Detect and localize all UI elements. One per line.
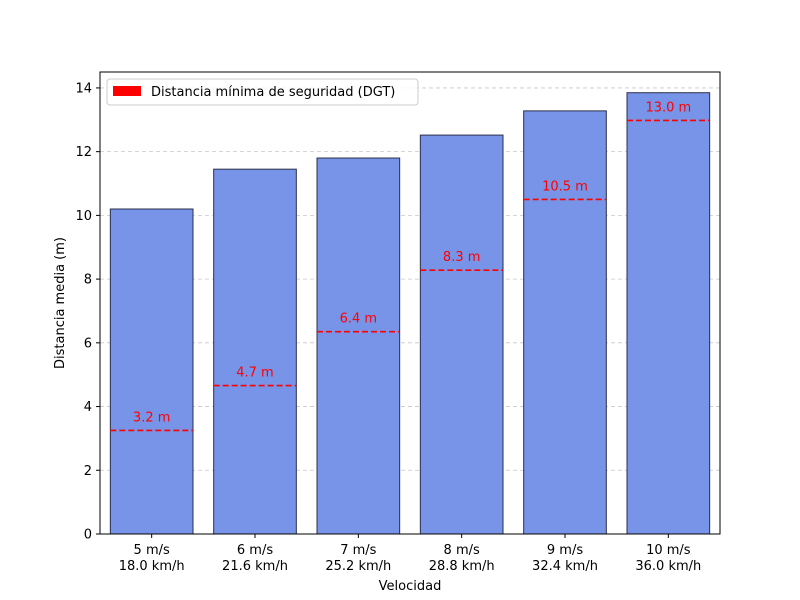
bar xyxy=(213,168,297,535)
x-tick-label: 18.0 km/h xyxy=(119,559,185,574)
x-tick-label: 28.8 km/h xyxy=(429,559,495,574)
y-tick-label: 8 xyxy=(84,273,92,288)
x-tick-label: 7 m/s xyxy=(340,543,376,558)
min-distance-lines: 3.2 m 4.7 m 6.4 m 8.3 m 10.5 m 13.0 m xyxy=(110,100,710,432)
x-tick-label: 9 m/s xyxy=(547,543,583,558)
min-distance-label: 8.3 m xyxy=(443,250,480,265)
y-tick-label: 4 xyxy=(84,400,92,415)
y-tick-label: 2 xyxy=(84,464,92,479)
x-tick-label: 21.6 km/h xyxy=(222,559,288,574)
x-tick-label: 36.0 km/h xyxy=(635,559,701,574)
bars xyxy=(109,92,711,535)
legend: Distancia mínima de seguridad (DGT) xyxy=(106,78,419,106)
x-tick-label: 6 m/s xyxy=(237,543,273,558)
y-tick-label: 10 xyxy=(75,209,92,224)
bar xyxy=(523,110,607,535)
bar xyxy=(316,157,401,535)
x-axis: 5 m/s18.0 km/h 6 m/s21.6 km/h 7 m/s25.2 km… xyxy=(119,534,701,574)
min-distance-label: 10.5 m xyxy=(542,179,588,194)
min-distance-label: 13.0 m xyxy=(645,100,691,115)
min-distance-label: 6.4 m xyxy=(340,312,377,327)
x-tick-label: 25.2 km/h xyxy=(325,559,391,574)
y-tick-label: 14 xyxy=(75,81,92,96)
legend-swatch xyxy=(113,86,141,96)
x-tick-label: 5 m/s xyxy=(134,543,170,558)
y-tick-label: 0 xyxy=(84,528,92,543)
x-tick-label: 10 m/s xyxy=(646,543,691,558)
bar xyxy=(419,134,504,535)
x-tick-label: 32.4 km/h xyxy=(532,559,598,574)
legend-box xyxy=(106,78,419,106)
x-axis-label: Velocidad xyxy=(379,579,442,594)
y-tick-label: 12 xyxy=(75,145,92,160)
bar xyxy=(626,92,711,535)
y-axis: 0 2 4 6 8 10 12 14 xyxy=(75,81,100,543)
min-distance-label: 3.2 m xyxy=(133,410,170,425)
min-distance-label: 4.7 m xyxy=(236,366,273,381)
bar xyxy=(109,208,194,535)
x-tick-label: 8 m/s xyxy=(444,543,480,558)
y-axis-label: Distancia media (m) xyxy=(53,237,68,369)
y-tick-label: 6 xyxy=(84,336,92,351)
plot-frame xyxy=(99,71,721,535)
legend-label: Distancia mínima de seguridad (DGT) xyxy=(151,85,395,100)
